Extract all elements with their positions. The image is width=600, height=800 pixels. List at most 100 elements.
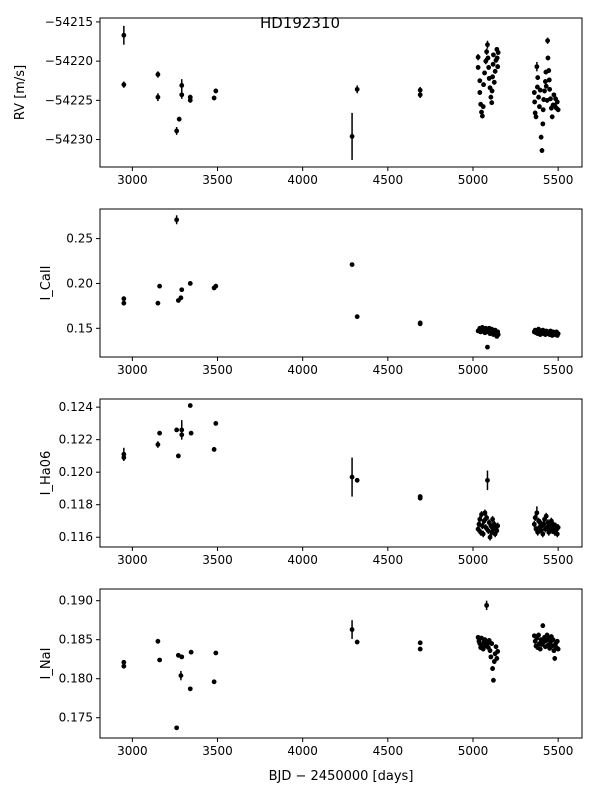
data-point	[481, 82, 486, 88]
data-point	[555, 646, 561, 652]
x-tick-label: 3000	[117, 173, 148, 187]
data-point	[121, 82, 127, 88]
data-point	[178, 295, 184, 301]
x-tick-label: 5000	[458, 363, 489, 377]
data-point	[494, 656, 500, 661]
data-point	[495, 332, 501, 337]
x-tick-label: 3000	[117, 744, 148, 758]
x-tick-label: 4500	[373, 744, 404, 758]
data-point	[155, 94, 161, 100]
data-point	[549, 643, 555, 649]
data-point	[539, 148, 545, 153]
data-point	[533, 114, 539, 120]
data-point	[482, 637, 488, 643]
data-point	[477, 90, 483, 95]
data-point	[536, 94, 541, 100]
data-point	[211, 95, 217, 101]
data-point	[555, 525, 561, 530]
data-point	[493, 644, 499, 650]
data-point	[540, 531, 546, 537]
data-point	[482, 70, 487, 76]
data-point	[551, 92, 557, 98]
data-point	[480, 104, 486, 110]
data-point	[121, 32, 127, 38]
data-point	[488, 94, 494, 100]
data-point	[489, 100, 495, 106]
data-point	[349, 474, 355, 480]
data-point	[534, 510, 540, 516]
data-points	[121, 215, 561, 350]
data-point	[490, 666, 495, 671]
x-tick-label: 4000	[287, 173, 318, 187]
data-point	[176, 116, 182, 122]
x-tick-label: 4000	[287, 744, 318, 758]
data-point	[484, 49, 490, 55]
data-point	[490, 516, 495, 522]
axes-frame	[99, 588, 583, 739]
x-tick-label: 4000	[287, 363, 318, 377]
y-tick-label: 0.118	[59, 498, 93, 512]
data-point	[187, 686, 193, 692]
data-point	[555, 331, 561, 337]
data-point	[491, 79, 497, 85]
data-point	[495, 50, 501, 55]
data-point	[213, 283, 219, 289]
data-point	[484, 515, 490, 521]
data-point	[487, 648, 493, 654]
data-point	[554, 99, 560, 105]
data-point	[354, 477, 360, 483]
y-axis-label: I_NaI	[39, 648, 54, 680]
data-point	[531, 521, 537, 527]
data-point	[417, 92, 423, 98]
data-point	[537, 104, 542, 110]
data-point	[179, 432, 185, 438]
data-point	[179, 287, 185, 293]
data-point	[550, 637, 556, 643]
x-tick-label: 4500	[373, 363, 404, 377]
x-tick-label: 3000	[117, 363, 148, 377]
data-point	[549, 114, 555, 120]
data-point	[531, 90, 537, 95]
data-point	[211, 447, 217, 452]
data-point	[479, 109, 484, 115]
data-point	[354, 639, 360, 645]
data-point	[541, 521, 547, 527]
data-point	[475, 526, 481, 532]
y-tick-label: 0.190	[59, 594, 93, 608]
data-point	[532, 110, 538, 116]
data-point	[538, 134, 544, 140]
data-point	[554, 638, 560, 644]
data-point	[485, 55, 491, 61]
y-tick-label: 0.175	[59, 711, 93, 725]
data-point	[179, 92, 185, 98]
data-point	[537, 87, 543, 93]
data-point	[187, 403, 193, 408]
x-tick-label: 4000	[287, 553, 318, 567]
data-point	[489, 88, 495, 94]
data-point	[349, 134, 355, 139]
data-point	[482, 510, 488, 516]
panels: 3000 3500 4000 4500 5000 5500 −54215 −54220 −542…	[13, 15, 583, 758]
data-point	[174, 217, 180, 223]
data-point	[543, 83, 549, 89]
data-point	[477, 78, 483, 84]
panel-2: 3000 3500 4000 4500 5000 5500 0.15 0.20 0.25 I_Ca…	[39, 208, 583, 377]
x-tick-label: 5000	[458, 744, 489, 758]
data-point	[490, 74, 495, 80]
data-point	[485, 344, 490, 350]
x-tick-label: 5000	[458, 173, 489, 187]
data-point	[495, 523, 501, 529]
data-point	[492, 68, 498, 74]
axes-frame	[99, 17, 583, 168]
y-tick-label: 0.20	[66, 276, 93, 290]
data-points	[121, 403, 561, 541]
data-point	[546, 77, 552, 83]
data-point	[542, 88, 547, 94]
data-point	[155, 638, 161, 644]
y-tick-label: 0.116	[59, 530, 93, 544]
data-points	[121, 600, 561, 731]
y-tick-label: −54220	[45, 54, 93, 68]
data-point	[552, 656, 558, 661]
y-axis-label: I_CaII	[39, 265, 54, 300]
